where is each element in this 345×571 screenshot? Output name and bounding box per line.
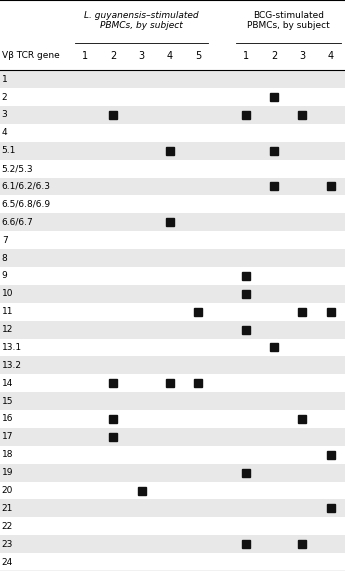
Text: 11: 11 [2,307,13,316]
Text: 22: 22 [2,522,13,531]
Bar [0,88,345,106]
Bar [0,481,345,500]
Text: 21: 21 [2,504,13,513]
Text: 20: 20 [2,486,13,495]
Bar [0,356,345,374]
Text: Vβ TCR gene: Vβ TCR gene [2,51,59,61]
Text: 3: 3 [2,110,8,119]
Bar [0,553,345,571]
Text: 1: 1 [2,75,8,84]
Text: 6.5/6.8/6.9: 6.5/6.8/6.9 [2,200,51,209]
Bar [0,178,345,195]
Bar [0,231,345,249]
Bar [0,321,345,339]
Text: L. guyanensis–stimulated
PBMCs, by subject: L. guyanensis–stimulated PBMCs, by subje… [84,11,199,30]
Text: 3: 3 [139,51,145,61]
Text: 18: 18 [2,451,13,459]
Text: BCG-stimulated
PBMCs, by subject: BCG-stimulated PBMCs, by subject [247,11,329,30]
Bar [0,160,345,178]
Bar [0,195,345,214]
Text: 10: 10 [2,289,13,298]
Bar [0,106,345,124]
Text: 24: 24 [2,557,13,566]
Bar [0,517,345,535]
Text: 1: 1 [82,51,88,61]
Text: 13.2: 13.2 [2,361,22,370]
Text: 5.2/5.3: 5.2/5.3 [2,164,33,173]
Text: 4: 4 [328,51,334,61]
Text: 3: 3 [299,51,306,61]
Text: 17: 17 [2,432,13,441]
Text: 4: 4 [167,51,173,61]
Text: 5.1: 5.1 [2,146,16,155]
Text: 6.1/6.2/6.3: 6.1/6.2/6.3 [2,182,51,191]
Text: 12: 12 [2,325,13,334]
Bar [0,464,345,481]
Bar [0,124,345,142]
Bar [0,214,345,231]
Bar [0,446,345,464]
Bar [0,249,345,267]
Bar [0,285,345,303]
Text: 16: 16 [2,415,13,424]
Text: 4: 4 [2,128,7,138]
Bar [0,428,345,446]
Text: 6.6/6.7: 6.6/6.7 [2,218,33,227]
Text: 23: 23 [2,540,13,549]
Bar [0,339,345,356]
Text: 19: 19 [2,468,13,477]
Text: 14: 14 [2,379,13,388]
Bar [0,392,345,410]
Text: 9: 9 [2,271,8,280]
Text: 7: 7 [2,236,8,244]
Bar [0,142,345,160]
Bar [0,70,345,88]
Text: 2: 2 [2,93,7,102]
Text: 13.1: 13.1 [2,343,22,352]
Bar [0,303,345,320]
Bar [0,374,345,392]
Bar [0,535,345,553]
Bar [0,267,345,285]
Bar [0,410,345,428]
Text: 1: 1 [243,51,249,61]
Bar [0,500,345,517]
Text: 15: 15 [2,397,13,405]
Text: 5: 5 [195,51,201,61]
Text: 2: 2 [271,51,277,61]
Text: 2: 2 [110,51,116,61]
Text: 8: 8 [2,254,8,263]
